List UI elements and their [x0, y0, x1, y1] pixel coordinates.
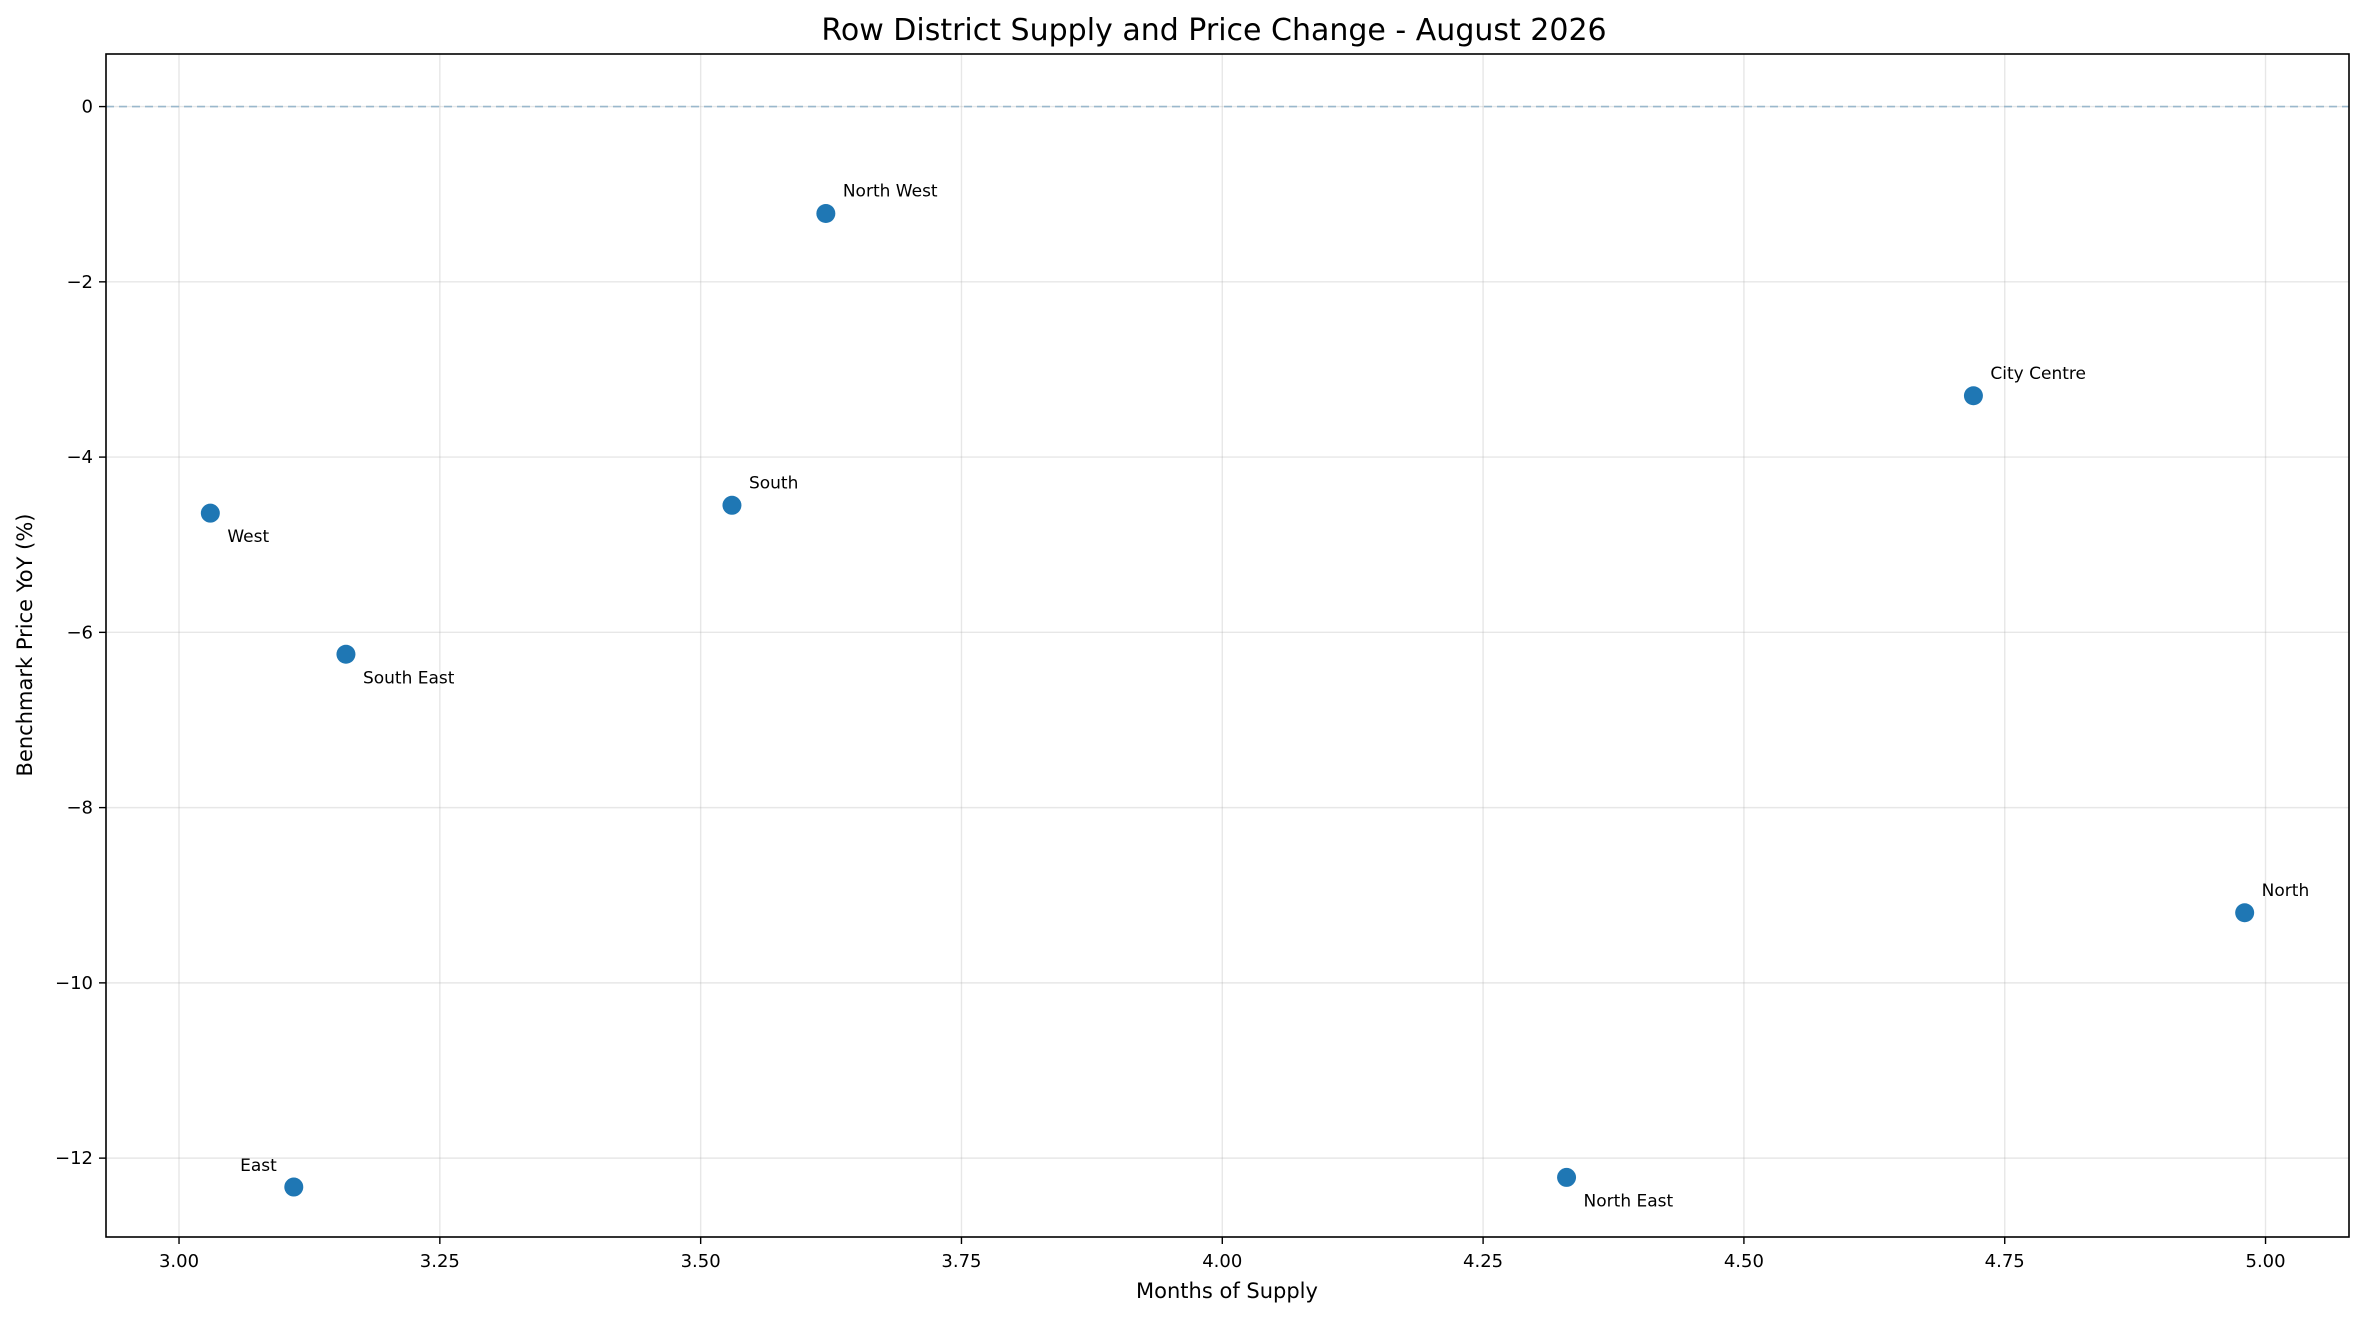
x-axis: 3.00 3.25 3.50 3.75 4.00 4.25 4.50 4.75 5.00 — [159, 1237, 2286, 1272]
y-axis: 0 −2 −4 −6 −8 −10 −12 — [55, 97, 106, 1169]
data-point-label: North West — [843, 181, 938, 201]
data-point — [1557, 1167, 1577, 1187]
y-tick-label: −4 — [66, 447, 93, 468]
data-point — [1963, 386, 1983, 406]
data-point — [200, 503, 220, 523]
grid-layer — [106, 54, 2349, 1237]
x-tick-label: 4.50 — [1724, 1251, 1764, 1272]
data-point — [722, 495, 742, 515]
data-point — [2235, 903, 2255, 923]
x-tick-label: 3.25 — [420, 1251, 460, 1272]
x-tick-label: 4.75 — [1985, 1251, 2025, 1272]
data-point-label: South — [749, 473, 798, 493]
points-layer: North West City Centre South West South East… — [200, 181, 2310, 1211]
data-point — [284, 1177, 304, 1197]
y-tick-label: −2 — [66, 272, 93, 293]
data-point — [816, 203, 836, 223]
y-axis-label: Benchmark Price YoY (%) — [13, 514, 37, 777]
data-point-label: South East — [363, 668, 455, 688]
y-tick-label: −10 — [55, 973, 93, 994]
data-point-label: City Centre — [1990, 364, 2086, 384]
data-point — [336, 644, 356, 664]
data-point-label: East — [240, 1156, 277, 1176]
data-point-label: North East — [1584, 1191, 1674, 1211]
x-axis-label: Months of Supply — [1136, 1279, 1318, 1303]
x-tick-label: 3.50 — [681, 1251, 721, 1272]
x-tick-label: 5.00 — [2246, 1251, 2286, 1272]
data-point-label: West — [227, 527, 269, 547]
y-tick-label: −12 — [55, 1148, 93, 1169]
x-tick-label: 3.75 — [941, 1251, 981, 1272]
y-tick-label: 0 — [82, 97, 93, 118]
data-point-label: North — [2262, 881, 2310, 901]
y-tick-label: −6 — [66, 622, 93, 643]
x-tick-label: 4.25 — [1463, 1251, 1503, 1272]
y-tick-label: −8 — [66, 798, 93, 819]
axes-frame — [105, 53, 2350, 1238]
x-tick-label: 4.00 — [1202, 1251, 1242, 1272]
chart-title: Row District Supply and Price Change - A… — [821, 13, 1606, 48]
x-tick-label: 3.00 — [159, 1251, 199, 1272]
